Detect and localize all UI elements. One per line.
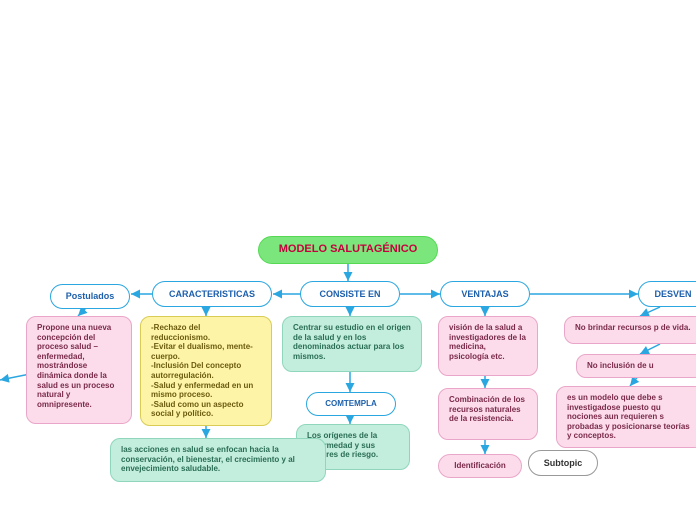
node-caracteristicas: CARACTERISTICAS [152, 281, 272, 307]
node-noinclu: No inclusión de u [576, 354, 696, 378]
node-esmodelo: es un modelo que debe s investigadose pu… [556, 386, 696, 448]
node-comtempla: COMTEMPLA [306, 392, 396, 416]
node-rechazo: -Rechazo del reduccionismo. -Evitar el d… [140, 316, 272, 426]
node-identif: Identificación [438, 454, 522, 478]
node-vision: visión de la salud a investigadores de l… [438, 316, 538, 376]
node-ventajas: VENTAJAS [440, 281, 530, 307]
node-subtopic: Subtopic [528, 450, 598, 476]
node-acciones: las acciones en salud se enfocan hacia l… [110, 438, 326, 482]
node-centrar: Centrar su estudio en el origen de la sa… [282, 316, 422, 372]
node-root: MODELO SALUTAGÉNICO [258, 236, 438, 264]
node-postulados: Postulados [50, 284, 130, 309]
node-nobrindar: No brindar recursos p de vida. [564, 316, 696, 344]
node-consiste: CONSISTE EN [300, 281, 400, 307]
node-desven: DESVEN [638, 281, 696, 307]
node-combinacion: Combinación de los recursos naturales de… [438, 388, 538, 440]
node-propone: Propone una nueva concepción del proceso… [26, 316, 132, 424]
